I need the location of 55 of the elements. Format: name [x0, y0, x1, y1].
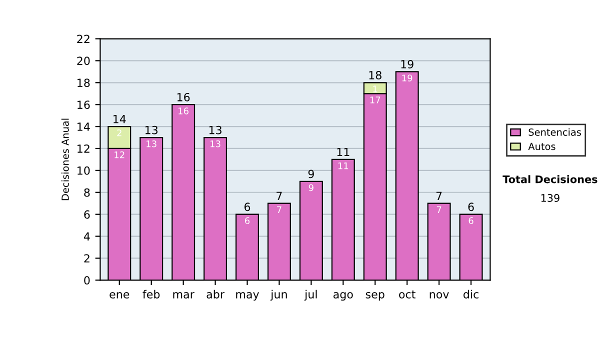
y-tick-label: 18 — [78, 78, 90, 88]
total-label: 13 — [146, 126, 158, 134]
x-tick-label: nov — [430, 292, 449, 298]
y-tick-label: 12 — [78, 144, 90, 153]
y-tick-label: 4 — [84, 232, 90, 240]
data-label: 9 — [308, 184, 314, 192]
data-label: 6 — [468, 217, 474, 224]
total-label: 11 — [337, 148, 350, 156]
total-label: 19 — [401, 60, 414, 68]
data-label: 13 — [210, 140, 220, 148]
y-tick-label: 6 — [84, 210, 90, 219]
data-label: 12 — [114, 151, 124, 158]
y-tick-label: 22 — [77, 34, 90, 43]
data-label: 19 — [402, 74, 412, 82]
x-tick-label: mar — [173, 292, 194, 298]
total-label: 7 — [436, 192, 442, 200]
total-label: 9 — [308, 170, 314, 178]
x-tick-label: jul — [304, 290, 317, 301]
text: 139 — [541, 194, 560, 202]
y-tick-label: 0 — [84, 276, 90, 285]
total-label: 18 — [369, 70, 382, 80]
x-tick-label: dic — [464, 290, 478, 298]
y-axis-title: Decisiones Anual — [61, 118, 69, 200]
data-label: 1 — [373, 86, 378, 92]
legend-label: Autos — [528, 142, 556, 150]
total-label: 6 — [244, 202, 250, 212]
total-label: 6 — [468, 202, 474, 212]
y-tick-label: 8 — [84, 188, 90, 197]
data-label: 13 — [146, 140, 156, 148]
x-tick-label: ene — [110, 292, 130, 298]
x-tick-label: jun — [270, 290, 287, 301]
x-tick-label: ago — [333, 292, 353, 301]
data-label: 7 — [436, 206, 442, 213]
x-tick-label: sep — [366, 292, 384, 301]
y-tick-label: 2 — [84, 254, 90, 262]
text: Total Decisiones — [502, 175, 598, 184]
x-tick-label: may — [236, 292, 260, 301]
legend-label: Sentencias — [528, 128, 582, 136]
y-tick-label: 16 — [78, 100, 90, 109]
y-tick-label: 20 — [77, 56, 90, 66]
data-label: 7 — [277, 206, 282, 213]
x-tick-label: feb — [142, 290, 160, 298]
data-label: 17 — [370, 96, 380, 104]
total-label: 16 — [177, 92, 190, 102]
x-tick-label: abr — [206, 290, 224, 298]
data-label: 16 — [178, 108, 188, 114]
total-label: 13 — [209, 126, 222, 134]
data-label: 6 — [245, 217, 250, 224]
total-label: 7 — [276, 192, 282, 200]
y-tick-label: 10 — [78, 166, 90, 175]
y-tick-label: 14 — [78, 122, 90, 131]
data-label: 2 — [117, 129, 122, 136]
x-tick-label: oct — [399, 290, 416, 298]
data-label: 11 — [338, 162, 348, 170]
total-label: 14 — [114, 115, 126, 124]
